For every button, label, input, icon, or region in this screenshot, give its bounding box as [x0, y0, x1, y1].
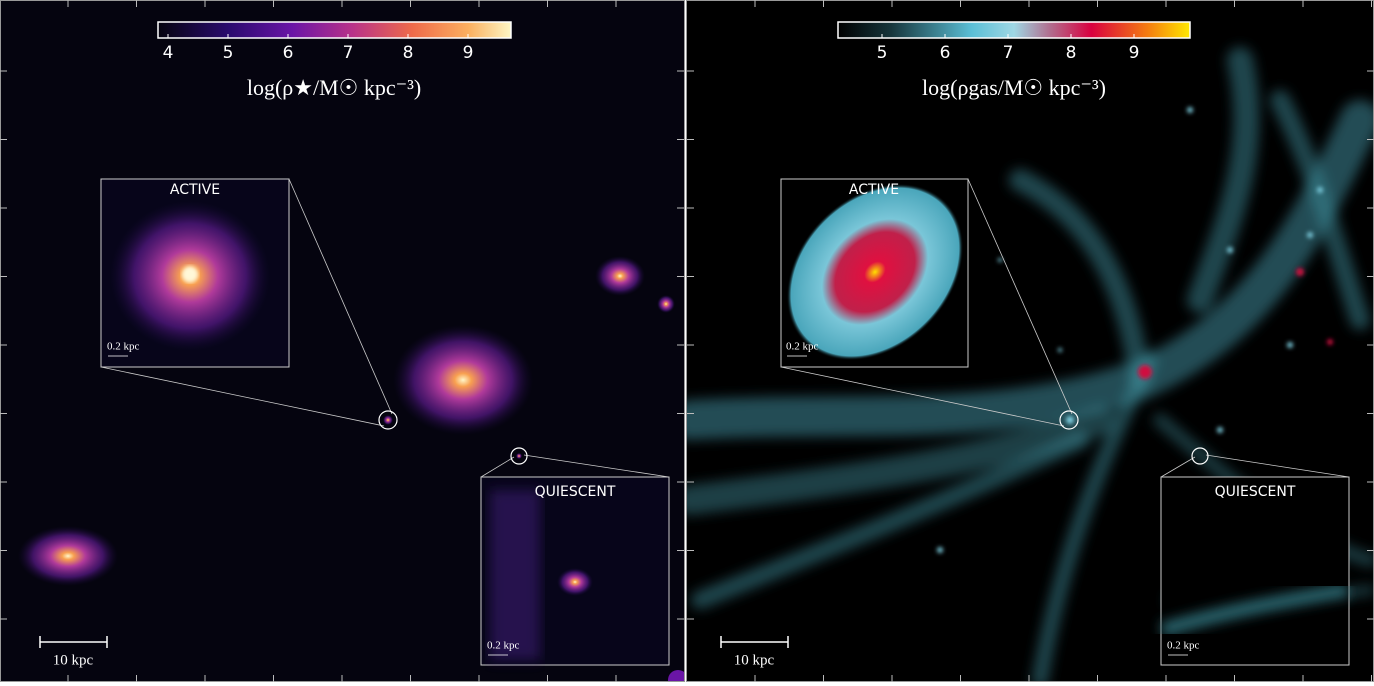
- inset-quiescent-stars: [480, 476, 670, 666]
- colorbar: [837, 21, 1191, 39]
- inset-quiescent-gas: [1160, 476, 1350, 666]
- colorbar: [157, 21, 512, 39]
- inset-active-stars: [100, 178, 290, 368]
- inset-scale-bars: [108, 355, 1188, 656]
- scale-label: 10 kpc: [734, 652, 775, 668]
- colorbar-tick-label: 5: [877, 43, 888, 63]
- colorbar-tick-label: 9: [1129, 43, 1140, 63]
- colorbar-tick-label: 6: [283, 43, 294, 63]
- colorbar-tick-label: 8: [1066, 43, 1077, 63]
- colorbar-label: log(ρ★/M☉ kpc⁻³): [247, 75, 421, 100]
- inset-label: ACTIVE: [849, 182, 899, 198]
- inset-scale: 0.2 kpc: [786, 341, 819, 353]
- inset-scale: 0.2 kpc: [487, 640, 520, 652]
- insets: [100, 178, 1350, 478]
- colorbar-tick-label: 8: [403, 43, 414, 63]
- colorbar-tick-label: 7: [1003, 43, 1014, 63]
- colorbar-tick-label: 6: [940, 43, 951, 63]
- inset-label: QUIESCENT: [535, 484, 616, 500]
- inset-active-gas: [780, 178, 969, 368]
- scale-bars: [39, 636, 789, 648]
- colorbar-label: log(ρgas/M☉ kpc⁻³): [922, 75, 1106, 100]
- inset-label: ACTIVE: [170, 182, 220, 198]
- colorbar-ticks: 4 5 6 7 8 9 5 6 7 8 9: [163, 34, 1140, 63]
- inset-scale: 0.2 kpc: [107, 341, 140, 353]
- inset-scale: 0.2 kpc: [1167, 640, 1200, 652]
- colorbar-tick-label: 4: [163, 43, 174, 63]
- inset-label: QUIESCENT: [1215, 484, 1296, 500]
- colorbar-tick-label: 7: [343, 43, 354, 63]
- colorbar-tick-label: 9: [463, 43, 474, 63]
- scale-label: 10 kpc: [53, 652, 94, 668]
- colorbar-tick-label: 5: [223, 43, 234, 63]
